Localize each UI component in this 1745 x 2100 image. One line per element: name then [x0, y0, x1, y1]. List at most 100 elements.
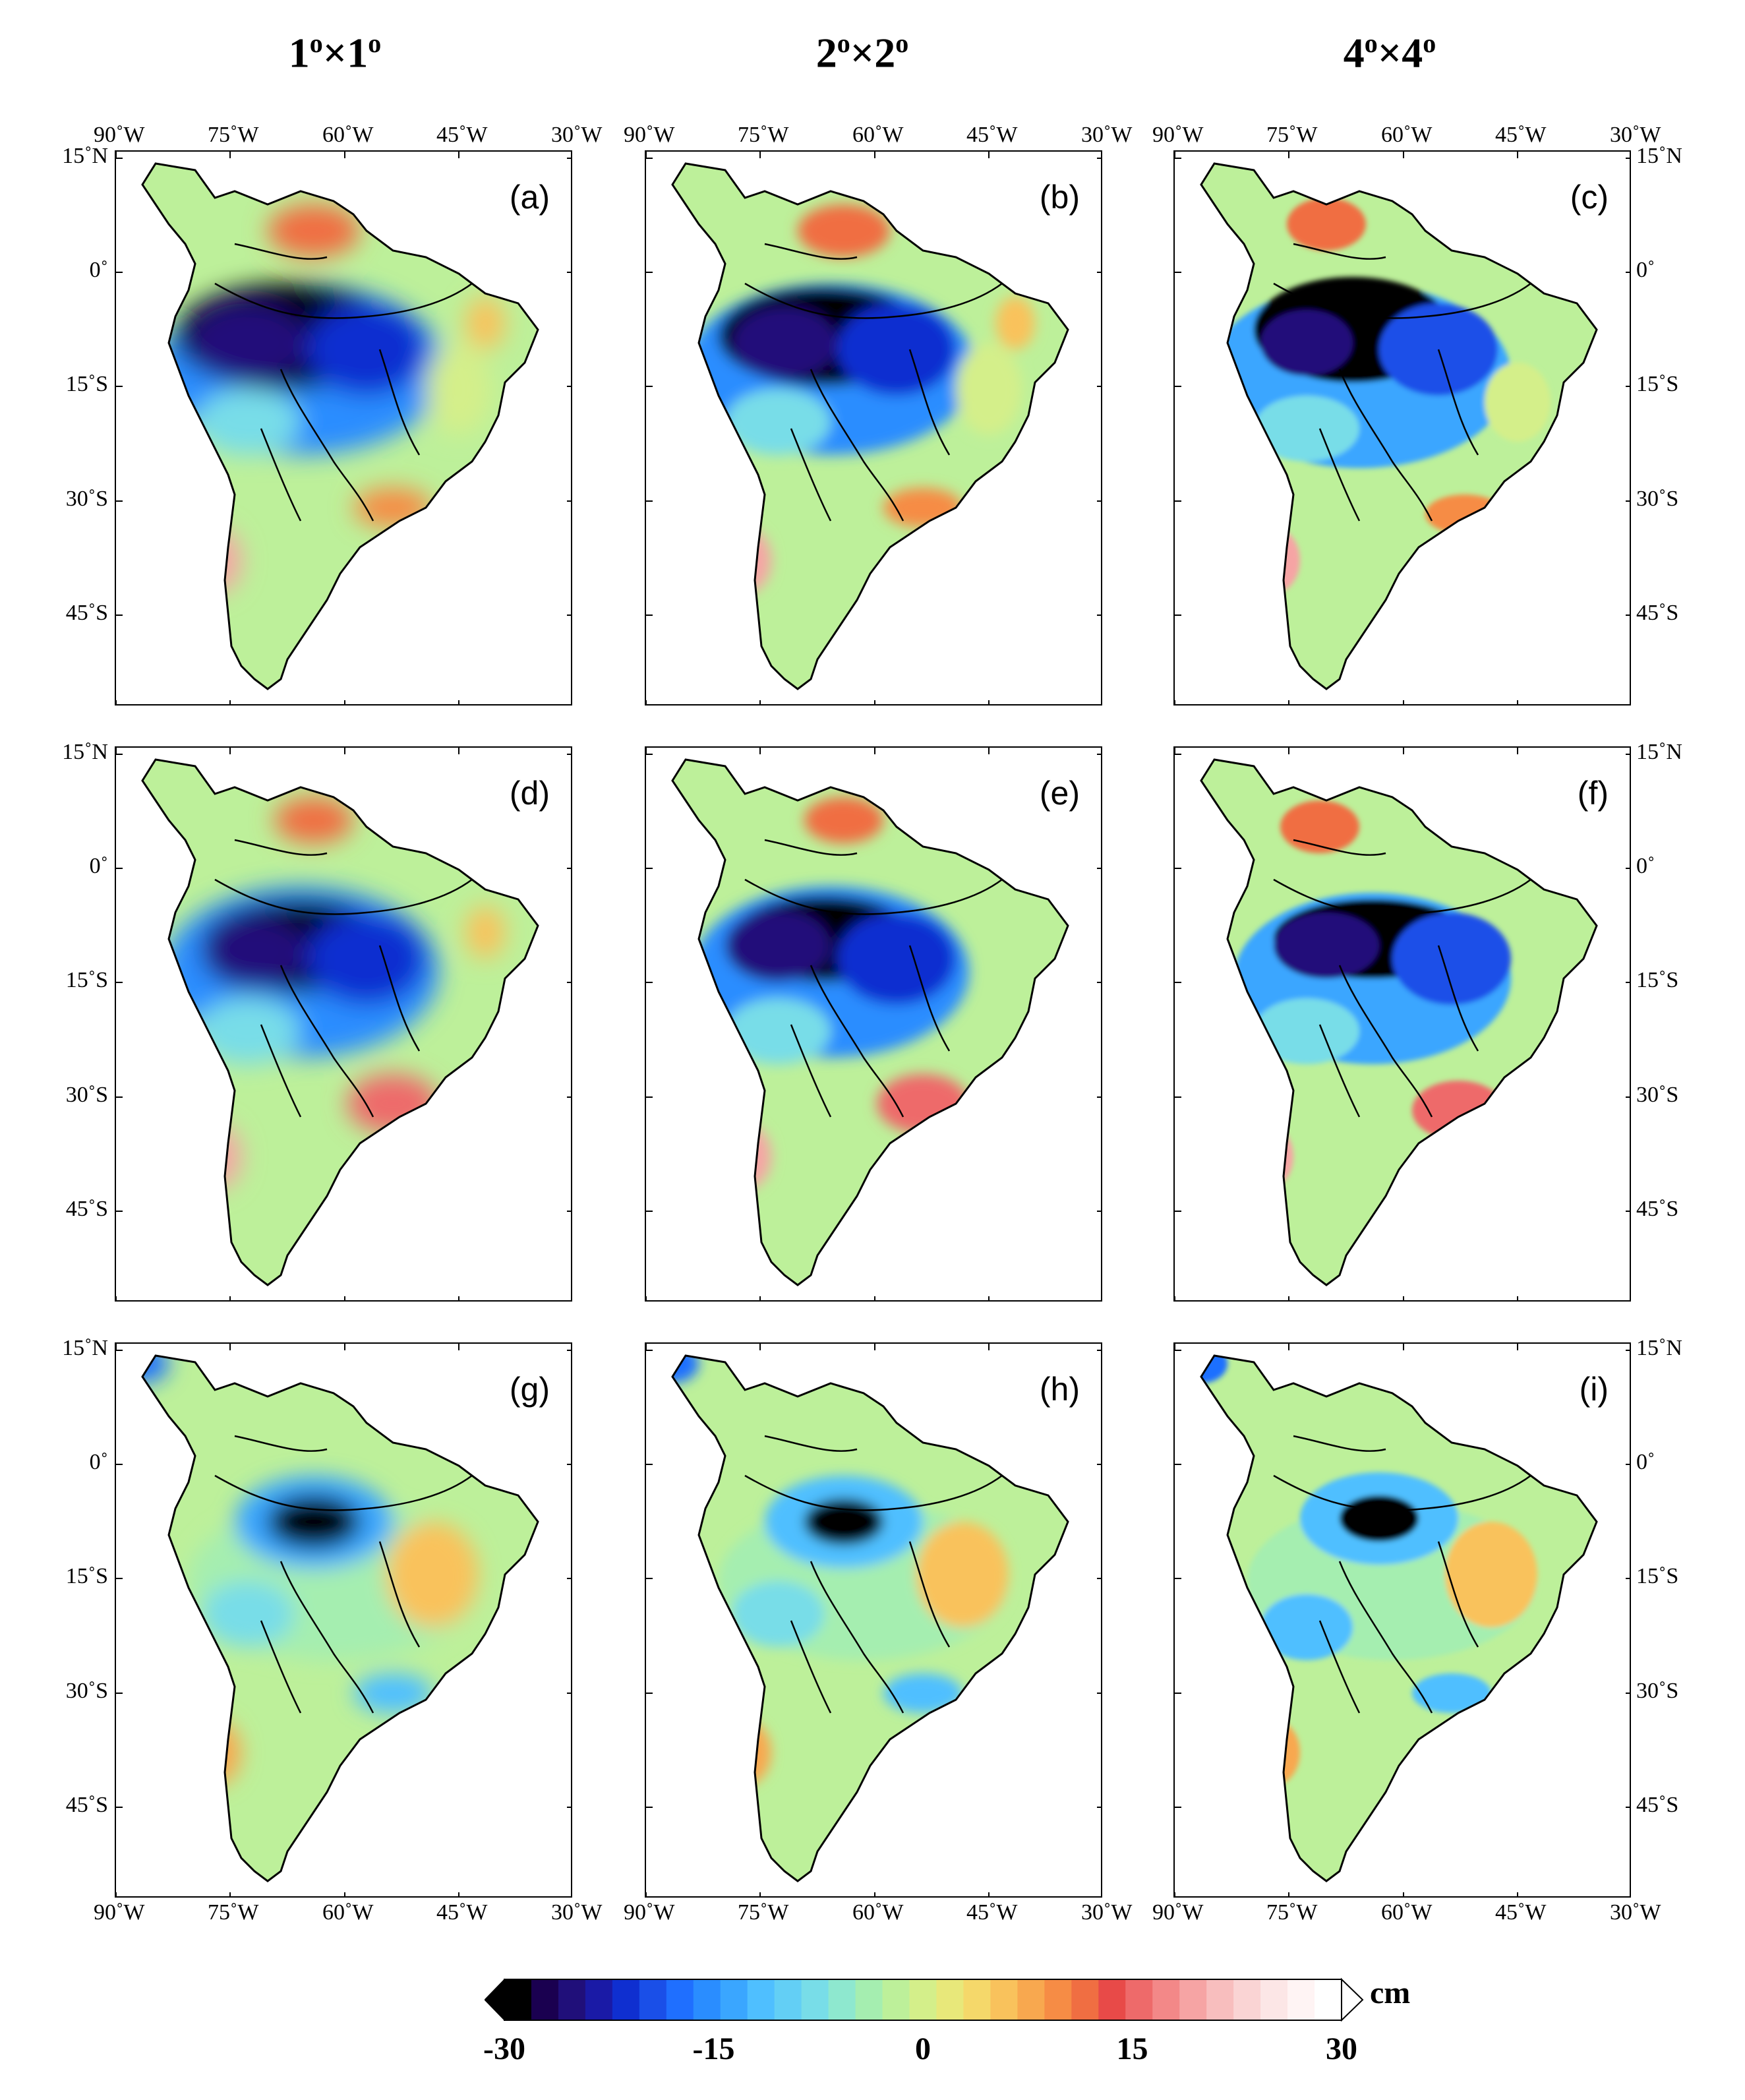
- panel-label: (e): [1039, 775, 1080, 812]
- river-line: [1293, 839, 1386, 856]
- colorbar-swatch: [1152, 1979, 1180, 2020]
- latitude-tick-label: 15˚S: [65, 968, 108, 992]
- latitude-tick-label: 0˚: [89, 258, 108, 282]
- river-line: [280, 965, 374, 1118]
- panel-label: (c): [1570, 179, 1609, 216]
- river-line: [744, 878, 1003, 915]
- longitude-tick-label: 90˚W: [1152, 1900, 1204, 1925]
- anomaly-region: [268, 204, 360, 257]
- map-field: [142, 1356, 538, 1881]
- panel-label: (h): [1039, 1371, 1080, 1408]
- panel-label: (d): [509, 775, 550, 812]
- latitude-tick-label: 15˚N: [1636, 1336, 1682, 1360]
- coastline: [671, 1354, 1069, 1882]
- panel-label: (a): [509, 179, 550, 216]
- river-line: [260, 1024, 302, 1118]
- latitude-tick-label: 15˚S: [65, 1564, 108, 1588]
- river-line: [908, 945, 951, 1052]
- latitude-tick-label: 0˚: [89, 854, 108, 878]
- river-line: [810, 369, 904, 522]
- anomaly-region: [672, 1356, 699, 1383]
- colorbar-swatch: [909, 1979, 937, 2020]
- anomaly-region: [1247, 527, 1300, 593]
- latitude-tick-label: 0˚: [1636, 1450, 1655, 1474]
- longitude-tick-label: 90˚W: [94, 123, 145, 147]
- latitude-tick-label: 0˚: [89, 1450, 108, 1474]
- anomaly-region: [1260, 1594, 1353, 1660]
- anomaly-region: [995, 297, 1035, 349]
- longitude-tick-label: 45˚W: [436, 123, 488, 147]
- river-line: [810, 965, 904, 1118]
- map-panel-c: (c): [1173, 150, 1631, 705]
- anomaly-region: [1412, 1081, 1504, 1140]
- map-field: [142, 760, 538, 1285]
- map-field: [672, 760, 1068, 1285]
- river-line: [810, 1561, 904, 1714]
- coastline: [1200, 758, 1598, 1286]
- anomaly-region: [725, 389, 831, 455]
- longitude-tick-label: 75˚W: [208, 123, 259, 147]
- anomaly-region: [837, 303, 956, 396]
- longitude-tick-label: 90˚W: [1152, 123, 1204, 147]
- river-line: [908, 1541, 951, 1648]
- colorbar-swatch: [531, 1979, 559, 2020]
- map-field-svg: [1175, 748, 1630, 1300]
- latitude-tick-label: 45˚S: [1636, 1793, 1679, 1817]
- anomaly-region: [837, 913, 956, 1005]
- longitude-tick-label: 60˚W: [852, 1900, 904, 1925]
- anomaly-region: [883, 1673, 962, 1713]
- anomaly-region: [353, 1673, 432, 1713]
- map-field-svg: [116, 152, 571, 704]
- river-line: [234, 243, 328, 260]
- colorbar-swatch: [1233, 1979, 1261, 2020]
- column-header-4x4: 4o×4o: [1343, 28, 1436, 76]
- longitude-tick-label: 45˚W: [436, 1900, 488, 1925]
- map-field: [1201, 164, 1597, 689]
- latitude-tick-label: 15˚N: [62, 740, 108, 764]
- anomaly-region: [732, 1581, 824, 1647]
- river-line: [260, 1620, 302, 1714]
- anomaly-region: [725, 998, 831, 1064]
- coastline: [671, 758, 1069, 1286]
- longitude-tick-label: 30˚W: [551, 123, 603, 147]
- map-field-svg: [116, 748, 571, 1300]
- colorbar-swatch: [963, 1979, 991, 2020]
- latitude-tick-label: 15˚S: [65, 372, 108, 396]
- river-line: [908, 349, 951, 456]
- river-line: [260, 428, 302, 522]
- anomaly-region: [307, 913, 426, 1005]
- river-line: [764, 839, 858, 856]
- panel-label: (f): [1577, 775, 1609, 812]
- colorbar-swatch: [1260, 1979, 1288, 2020]
- colorbar-min-arrow: [485, 1978, 505, 2022]
- latitude-tick-label: 45˚S: [1636, 1197, 1679, 1221]
- map-field-svg: [646, 1344, 1101, 1896]
- longitude-tick-label: 90˚W: [94, 1900, 145, 1925]
- anomaly-region: [1412, 1673, 1491, 1713]
- latitude-tick-label: 30˚S: [1636, 1083, 1679, 1107]
- anomaly-region: [268, 1495, 360, 1548]
- colorbar-swatch: [1179, 1979, 1207, 2020]
- longitude-tick-label: 45˚W: [966, 1900, 1018, 1925]
- colorbar-unit: cm: [1370, 1975, 1411, 2010]
- latitude-tick-label: 15˚N: [1636, 144, 1682, 168]
- anomaly-region: [1445, 1522, 1537, 1627]
- map-panel-f: (f): [1173, 746, 1631, 1302]
- colorbar-swatch: [1125, 1979, 1153, 2020]
- anomaly-region: [798, 204, 890, 257]
- map-field-svg: [1175, 152, 1630, 704]
- latitude-tick-label: 45˚S: [65, 1197, 108, 1221]
- anomaly-region: [1201, 1356, 1227, 1383]
- latitude-tick-label: 15˚S: [1636, 372, 1679, 396]
- colorbar-swatch: [1315, 1979, 1342, 2020]
- anomaly-region: [732, 307, 837, 379]
- colorbar-swatch: [1071, 1979, 1099, 2020]
- colorbar-swatch: [504, 1979, 532, 2020]
- colorbar-tick-label: -15: [692, 2031, 735, 2066]
- colorbar-tick-label: 30: [1326, 2031, 1357, 2066]
- coastline: [141, 162, 539, 690]
- longitude-tick-label: 75˚W: [1266, 123, 1318, 147]
- colorbar-swatch: [747, 1979, 775, 2020]
- map-field: [1201, 1356, 1597, 1881]
- longitude-tick-label: 75˚W: [738, 123, 789, 147]
